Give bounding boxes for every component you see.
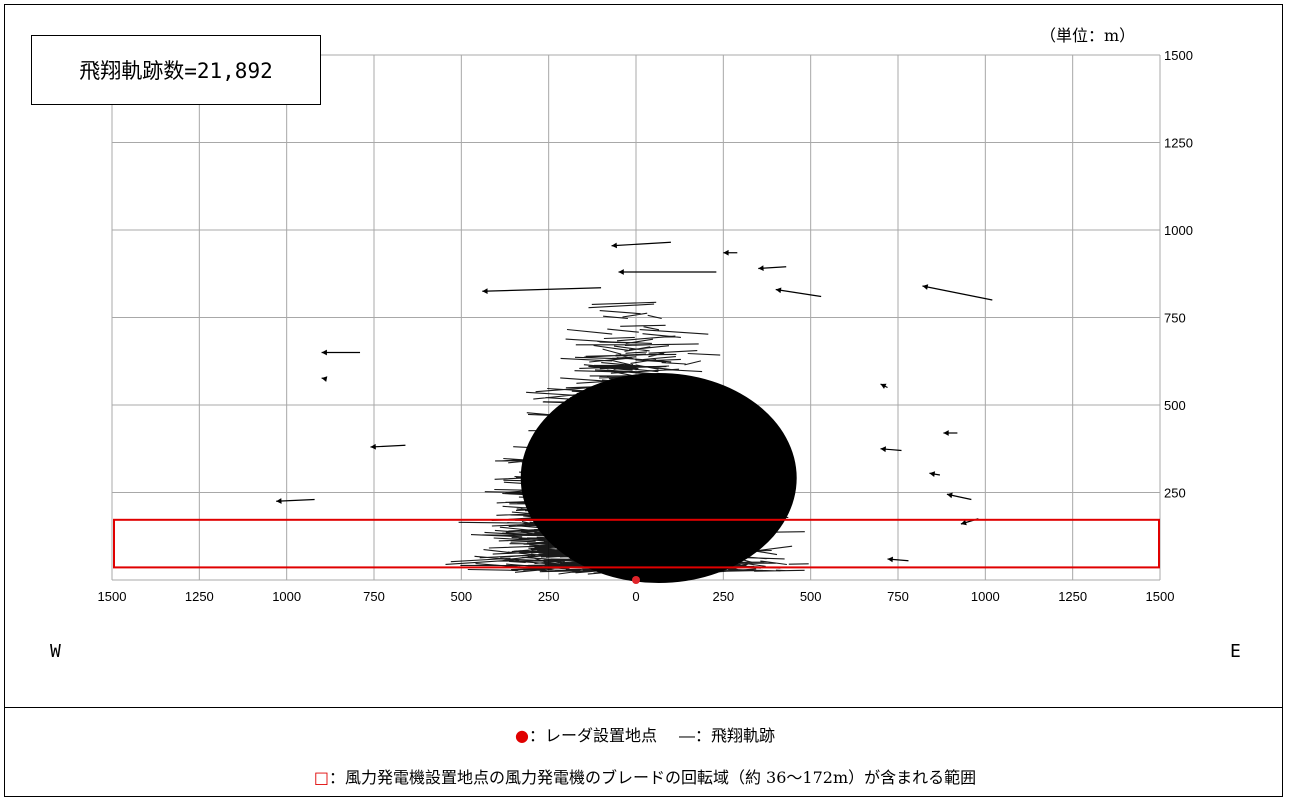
rotor-zone-legend-label: ：風力発電機設置地点の風力発電機のブレードの回転域（約 36〜172m）が含まれ…	[328, 768, 977, 787]
y-tick-label: 750	[1164, 311, 1186, 326]
track-density-core	[520, 373, 797, 583]
x-tick-label: 500	[450, 589, 472, 604]
track-arrowhead	[929, 471, 936, 477]
x-tick-label: 1500	[98, 589, 127, 604]
x-tick-label: 500	[800, 589, 822, 604]
legend-row-1: ●：レーダ設置地点 ―：飛翔軌跡	[0, 722, 1290, 746]
east-label: E	[1230, 641, 1241, 662]
flight-track	[922, 285, 993, 301]
flight-track	[482, 287, 602, 292]
x-tick-label: 1000	[272, 589, 301, 604]
unit-label: （単位：m）	[1040, 26, 1136, 45]
track-arrowhead	[482, 288, 488, 294]
rotor-zone-rect	[113, 518, 1160, 569]
y-tick-label: 1500	[1164, 48, 1193, 63]
figure-frame	[4, 4, 1283, 797]
radar-legend-icon: ●	[515, 726, 529, 745]
track-count-label: 飛翔軌跡数=21,892	[79, 59, 273, 83]
track-arrowhead	[775, 287, 782, 294]
x-axis-ticks: 1500 1250 1000 750 500 250 0 250 500 750 1000 1250 1…	[98, 589, 1175, 604]
x-tick-label: 1000	[971, 589, 1000, 604]
track-arrowhead	[618, 269, 624, 275]
track-arrowhead	[943, 430, 949, 436]
x-tick-label: 750	[363, 589, 385, 604]
track-arrowhead	[723, 249, 729, 256]
radar-point	[632, 576, 640, 584]
flight-tracks	[276, 241, 993, 583]
y-tick-label: 1250	[1164, 136, 1193, 151]
track-arrowhead	[922, 284, 929, 290]
west-label: W	[50, 641, 61, 662]
flight-track	[370, 444, 406, 448]
flight-track	[775, 288, 822, 298]
track-arrowhead	[370, 443, 376, 450]
x-tick-label: 1250	[1058, 589, 1087, 604]
track-arrowhead	[960, 519, 967, 526]
track-arrowhead	[321, 376, 328, 382]
flight-track	[276, 498, 315, 502]
y-tick-label: 250	[1164, 486, 1186, 501]
x-tick-label: 750	[887, 589, 909, 604]
track-count-box: 飛翔軌跡数=21,892	[31, 35, 321, 105]
rotor-zone-legend-icon: □	[313, 768, 329, 787]
y-tick-label: 500	[1164, 398, 1186, 413]
track-legend-icon: ―	[678, 726, 695, 745]
track-arrowhead	[880, 383, 887, 389]
y-axis-ticks: 250 500 750 1000 1250 1500	[1164, 48, 1193, 501]
track-legend-label: ：飛翔軌跡	[694, 726, 775, 745]
y-tick-label: 1000	[1164, 223, 1193, 238]
legend-row-2: □：風力発電機設置地点の風力発電機のブレードの回転域（約 36〜172m）が含ま…	[0, 764, 1290, 788]
x-tick-label: 1500	[1146, 589, 1175, 604]
track-arrowhead	[321, 349, 327, 356]
flight-track	[611, 241, 671, 247]
track-arrowhead	[758, 265, 764, 271]
radar-legend-label: ：レーダ設置地点	[528, 726, 657, 745]
track-arrowhead	[946, 492, 953, 499]
rotor-zone	[113, 518, 1160, 569]
legend-divider	[4, 707, 1283, 708]
chart-grid	[111, 54, 1161, 581]
track-arrowhead	[611, 242, 617, 249]
x-tick-label: 1250	[185, 589, 214, 604]
x-tick-label: 0	[632, 589, 639, 604]
track-arrowhead	[887, 556, 893, 563]
track-arrowhead	[880, 446, 886, 453]
x-tick-label: 250	[538, 589, 560, 604]
radar-marker	[632, 576, 640, 584]
track-arrowhead	[276, 498, 282, 504]
x-tick-label: 250	[712, 589, 734, 604]
